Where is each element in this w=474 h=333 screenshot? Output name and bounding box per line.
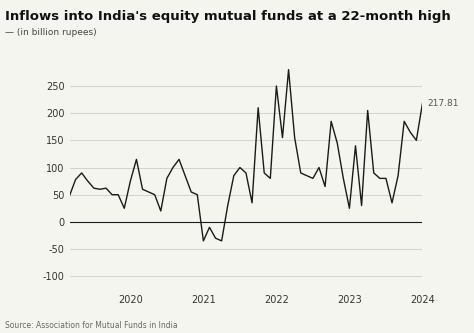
Text: Source: Association for Mutual Funds in India: Source: Association for Mutual Funds in …	[5, 321, 177, 330]
Text: Inflows into India's equity mutual funds at a 22-month high: Inflows into India's equity mutual funds…	[5, 10, 450, 23]
Text: — (in billion rupees): — (in billion rupees)	[5, 28, 96, 37]
Text: 217.81: 217.81	[427, 99, 459, 108]
